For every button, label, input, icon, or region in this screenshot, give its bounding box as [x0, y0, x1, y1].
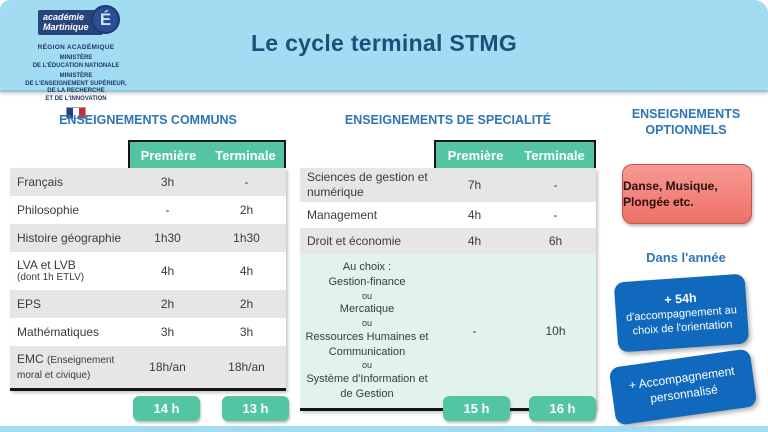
ministry-line: DE L'ÉDUCATION NATIONALE: [32, 62, 120, 69]
hour-terminale: -: [553, 208, 558, 222]
marianne-emblem-icon: É: [91, 5, 120, 34]
academy-mark: académie Martinique É: [32, 5, 120, 39]
hour-premiere: -: [165, 203, 170, 217]
ministry-line: DE LA RECHERCHE: [47, 88, 105, 95]
hour-terminale: 18h/an: [228, 360, 265, 374]
choice-line: Gestion-finance: [328, 275, 406, 288]
hour-premiere: 4h: [160, 264, 175, 278]
subject-label: Droit et économie: [307, 233, 402, 248]
top-banner: académie Martinique É RÉGION ACADÉMIQUE …: [0, 0, 768, 120]
total-premiere-communs: 14 h: [133, 396, 200, 421]
hour-premiere: -: [472, 323, 477, 338]
table-row: Histoire géographie 1h30 1h30: [10, 224, 286, 252]
table-row: LVA et LVB (dont 1h ETLV) 4h 4h: [10, 252, 286, 290]
choice-ou: ou: [361, 360, 372, 371]
hour-premiere: 7h: [467, 178, 482, 192]
accompagnement-orientation-text: d'accompagnement au choix de l'orientati…: [625, 303, 738, 338]
subject-label: Philosophie: [17, 202, 80, 217]
heading-enseignements-communs: ENSEIGNEMENTS COMMUNS: [59, 113, 237, 127]
hour-terminale: -: [244, 175, 249, 189]
total-terminale-specialite: 16 h: [529, 396, 596, 421]
column-header-premiere: Première: [140, 147, 197, 163]
hour-premiere: 4h: [467, 234, 482, 248]
hour-terminale: 10h: [545, 323, 566, 338]
choice-line: Au choix :: [342, 261, 392, 273]
subject-label: EPS: [17, 296, 42, 311]
table-row: EPS 2h 2h: [10, 290, 286, 318]
hour-terminale: 3h: [239, 325, 254, 339]
hour-premiere: 2h: [160, 297, 175, 311]
choice-options: Au choix : Gestion-finance ou Mercatique…: [300, 254, 434, 408]
column-header-terminale: Terminale: [524, 147, 585, 163]
hour-terminale: 2h: [239, 297, 254, 311]
hour-premiere: 18h/an: [149, 360, 186, 374]
hour-terminale: 2h: [239, 203, 254, 217]
total-terminale-communs: 13 h: [222, 396, 289, 421]
choice-ou: ou: [361, 318, 372, 329]
subject-label: Management: [307, 207, 378, 222]
ministry-line: ET DE L'INNOVATION: [45, 95, 107, 102]
table-header: Première Terminale: [10, 140, 286, 168]
hour-premiere: 3h: [160, 175, 175, 189]
table-row: Philosophie - 2h: [10, 196, 286, 224]
subject-note: (dont 1h ETLV): [17, 272, 85, 284]
column-header-terminale: Terminale: [215, 147, 276, 163]
table-enseignements-communs: Première Terminale Français 3h - Philoso…: [10, 140, 286, 391]
total-premiere-specialite: 15 h: [443, 396, 510, 421]
page-title: Le cycle terminal STMG: [250, 30, 518, 56]
subject-label: LVA et LVB (dont 1h ETLV): [10, 258, 128, 284]
accompagnement-orientation-box: + 54h d'accompagnement au choix de l'ori…: [613, 273, 750, 353]
dans-lannee-label: Dans l'année: [646, 250, 726, 265]
subject-label: Mathématiques: [17, 324, 100, 339]
subject-note: (Enseignement moral et civique): [17, 355, 115, 381]
bottom-accent-strip: [0, 426, 768, 432]
hour-premiere: 1h30: [154, 231, 181, 245]
choice-line: Système d'Information et de Gestion: [306, 373, 428, 400]
choice-line: Mercatique: [339, 303, 395, 316]
table-row: Management 4h -: [300, 202, 596, 228]
table-row: Droit et économie 4h 6h: [300, 228, 596, 254]
ministry-line: DE L'ENSEIGNEMENT SUPÉRIEUR,: [25, 80, 127, 87]
table-row: EMC (Enseignement moral et civique) 18h/…: [10, 346, 286, 388]
academy-logo: académie Martinique É RÉGION ACADÉMIQUE …: [25, 5, 127, 120]
heading-enseignements-optionnels: ENSEIGNEMENTS OPTIONNELS: [631, 107, 741, 138]
ministry-line: MINISTÈRE: [59, 55, 93, 62]
hour-premiere: 4h: [467, 208, 482, 222]
table-enseignements-specialite: Première Terminale Sciences de gestion e…: [300, 140, 596, 411]
accompagnement-personnalise-box: + Accompagnement personnalisé: [608, 348, 758, 426]
table-header: Première Terminale: [300, 140, 596, 168]
table-row: Mathématiques 3h 3h: [10, 318, 286, 346]
column-header-premiere: Première: [447, 147, 504, 163]
hour-terminale: -: [553, 178, 558, 192]
subject-label: Français: [17, 174, 64, 189]
hour-terminale: 4h: [239, 264, 254, 278]
choice-row: Au choix : Gestion-finance ou Mercatique…: [300, 254, 596, 408]
hour-premiere: 3h: [160, 325, 175, 339]
heading-enseignements-specialite: ENSEIGNEMENTS DE SPECIALITÉ: [344, 113, 552, 127]
ministry-line: MINISTÈRE: [59, 73, 93, 80]
subject-label: Sciences de gestion et numérique: [307, 170, 428, 199]
french-flag-icon: [66, 107, 86, 120]
options-red-box: Danse, Musique, Plongée etc.: [622, 164, 752, 224]
choice-ou: ou: [361, 290, 372, 301]
choice-line: Ressources Humaines et Communication: [305, 330, 429, 358]
hour-terminale: 1h30: [233, 231, 260, 245]
subject-label: Histoire géographie: [17, 230, 122, 245]
table-row: Français 3h -: [10, 168, 286, 196]
hour-terminale: 6h: [548, 234, 563, 248]
region-academique-label: RÉGION ACADÉMIQUE: [37, 44, 115, 51]
subject-label: EMC (Enseignement moral et civique): [17, 352, 115, 381]
table-row: Sciences de gestion et numérique 7h -: [300, 168, 596, 202]
